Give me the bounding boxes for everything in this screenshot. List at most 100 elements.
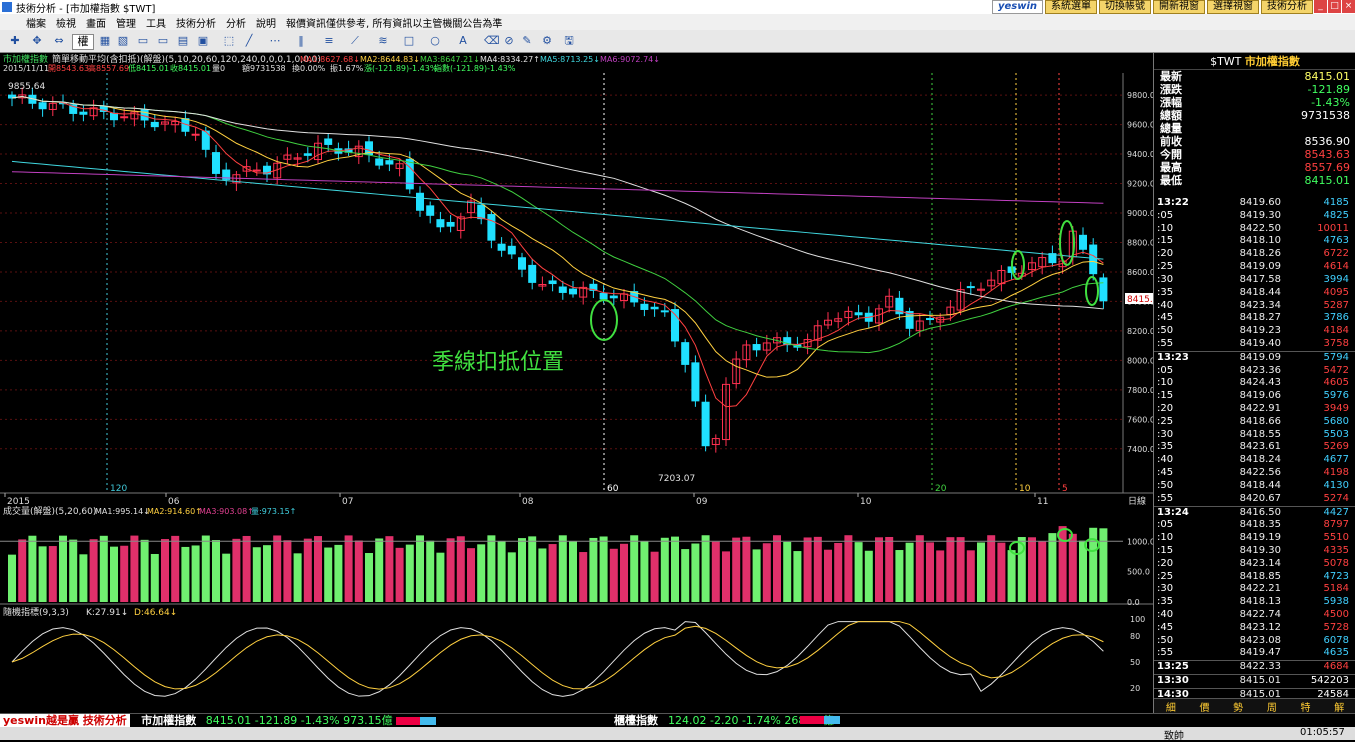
stat-value: 8557.69 — [1304, 161, 1351, 174]
save-icon[interactable]: 🖫 — [564, 34, 574, 47]
volume-bar — [507, 552, 516, 602]
quote-tab[interactable]: 細 — [1165, 703, 1176, 714]
tick-row[interactable]: :25 8419.09 4614 — [1154, 261, 1355, 274]
pen-icon[interactable]: ✎ — [522, 34, 532, 47]
menu-tools[interactable]: 工具 — [146, 18, 166, 30]
tick-row[interactable]: :45 8423.12 5728 — [1154, 622, 1355, 635]
clear-icon[interactable]: ⊘ — [504, 34, 514, 47]
grid-icon[interactable]: ▦ — [99, 34, 111, 47]
line-style-icon[interactable]: ⋯ — [269, 34, 281, 47]
quote-tab[interactable]: 解 — [1334, 703, 1345, 714]
tick-row[interactable]: :30 8418.55 5503 — [1154, 429, 1355, 442]
tick-row[interactable]: :40 8422.74 4500 — [1154, 609, 1355, 622]
menu-file[interactable]: 檔案 — [26, 18, 46, 30]
window-layout2-icon[interactable]: ▭ — [157, 34, 169, 47]
line-tool-icon[interactable]: ╱ — [245, 34, 253, 47]
tick-row[interactable]: 13:22 8419.60 4185 — [1154, 197, 1355, 210]
settings-icon[interactable]: ⚙ — [542, 34, 552, 47]
price-chart[interactable]: 市加權指數 簡單移動平均(含扣抵)(解盤)(5,10,20,60,120,240… — [0, 53, 1159, 713]
pattern-tool-icon[interactable]: ≋ — [378, 34, 388, 47]
menu-help[interactable]: 說明 — [256, 18, 276, 30]
zoom-icon[interactable]: ✚ — [10, 34, 20, 47]
tick-price: 8418.66 — [1239, 415, 1281, 427]
tick-row[interactable]: :35 8418.13 5938 — [1154, 596, 1355, 609]
volume-bar — [487, 535, 496, 602]
tick-row[interactable]: :15 8419.06 5976 — [1154, 390, 1355, 403]
fan-tool-icon[interactable]: ⟋ — [351, 34, 359, 47]
select-window-button[interactable]: 選擇視窗 — [1207, 0, 1259, 14]
mode-label[interactable]: 致帥 — [1164, 731, 1184, 742]
system-menu-button[interactable]: 系統選單 — [1045, 0, 1097, 14]
ohlc-close: 收8415.01 — [170, 63, 211, 73]
tick-row[interactable]: :45 8422.56 4198 — [1154, 467, 1355, 480]
tick-row[interactable]: :30 8422.21 5184 — [1154, 583, 1355, 596]
new-window-button[interactable]: 開新視窗 — [1153, 0, 1205, 14]
tick-row[interactable]: :40 8418.24 4677 — [1154, 454, 1355, 467]
tick-row[interactable]: :20 8422.91 3949 — [1154, 403, 1355, 416]
tick-row[interactable]: 13:25 8422.33 4684 — [1154, 660, 1355, 674]
brand-button[interactable]: yeswin — [991, 0, 1043, 14]
tick-row[interactable]: :55 8419.47 4635 — [1154, 647, 1355, 660]
crosshair-icon[interactable]: ✥ — [32, 34, 42, 47]
quote-tab[interactable]: 勢 — [1233, 703, 1244, 714]
draw-select-icon[interactable]: ⬚ — [223, 34, 235, 47]
tick-row[interactable]: :10 8422.50 10011 — [1154, 223, 1355, 236]
eraser-icon[interactable]: ⌫ — [484, 34, 500, 47]
tick-row[interactable]: :50 8423.08 6078 — [1154, 635, 1355, 648]
index2-name: 櫃檯指數 — [614, 714, 658, 727]
quote-tab[interactable]: 價 — [1199, 703, 1210, 714]
tick-row[interactable]: :25 8418.66 5680 — [1154, 416, 1355, 429]
tick-list[interactable]: 13:22 8419.60 4185:05 8419.30 4825:10 8422.50… — [1154, 197, 1355, 702]
text-tool-icon[interactable]: A — [459, 34, 467, 47]
tick-row[interactable]: :50 8418.44 4130 — [1154, 480, 1355, 493]
tick-row[interactable]: :10 8419.19 5510 — [1154, 532, 1355, 545]
tick-row[interactable]: :15 8419.30 4335 — [1154, 545, 1355, 558]
tick-row[interactable]: :10 8424.43 4605 — [1154, 377, 1355, 390]
tick-row[interactable]: 14:30 8415.01 24584 — [1154, 687, 1355, 702]
tick-row[interactable]: :20 8423.14 5078 — [1154, 558, 1355, 571]
tick-row[interactable]: 13:24 8416.50 4427 — [1154, 505, 1355, 520]
quote-tab[interactable]: 特 — [1300, 703, 1311, 714]
tick-row[interactable]: :25 8418.85 4723 — [1154, 571, 1355, 584]
tick-row[interactable]: :30 8417.58 3994 — [1154, 274, 1355, 287]
technical-analysis-button[interactable]: 技術分析 — [1261, 0, 1313, 14]
switch-account-button[interactable]: 切換帳號 — [1099, 0, 1151, 14]
volume-bar — [8, 554, 16, 602]
tick-time: :20 — [1157, 403, 1174, 414]
window-layout3-icon[interactable]: ▤ — [177, 34, 189, 47]
move-icon[interactable]: ⇔ — [54, 34, 64, 47]
tick-row[interactable]: :55 8419.40 3758 — [1154, 338, 1355, 351]
tick-row[interactable]: :05 8423.36 5472 — [1154, 365, 1355, 378]
tick-row[interactable]: 13:23 8419.09 5794 — [1154, 350, 1355, 365]
tick-row[interactable]: :45 8418.27 3786 — [1154, 312, 1355, 325]
vertical-lines-icon[interactable]: ‖ — [298, 34, 304, 47]
tick-row[interactable]: :35 8418.44 4095 — [1154, 287, 1355, 300]
minimize-icon[interactable]: _ — [1314, 0, 1327, 13]
menu-view[interactable]: 檢視 — [56, 18, 76, 30]
menu-technical-analysis[interactable]: 技術分析 — [176, 18, 216, 30]
chart-type-icon[interactable]: ▧ — [117, 34, 129, 47]
tick-row[interactable]: :20 8418.26 6722 — [1154, 248, 1355, 261]
parallel-lines-icon[interactable]: ≡ — [324, 34, 334, 47]
tick-row[interactable]: :05 8418.35 8797 — [1154, 519, 1355, 532]
tick-row[interactable]: :05 8419.30 4825 — [1154, 210, 1355, 223]
tick-row[interactable]: :40 8423.34 5287 — [1154, 300, 1355, 313]
tick-row[interactable]: :15 8418.10 4763 — [1154, 235, 1355, 248]
ellipse-tool-icon[interactable]: ○ — [430, 34, 440, 47]
kd-d-value: D:46.64↓ — [134, 608, 177, 618]
maximize-icon[interactable]: □ — [1328, 0, 1341, 13]
menu-manage[interactable]: 管理 — [116, 18, 136, 30]
rectangle-tool-icon[interactable]: □ — [403, 34, 415, 47]
tick-row[interactable]: :35 8423.61 5269 — [1154, 441, 1355, 454]
tick-row[interactable]: :50 8419.23 4184 — [1154, 325, 1355, 338]
menu-analysis[interactable]: 分析 — [226, 18, 246, 30]
tick-row[interactable]: 13:30 8415.01 542203 — [1154, 674, 1355, 688]
window-layout4-icon[interactable]: ▣ — [197, 34, 209, 47]
close-icon[interactable]: × — [1342, 0, 1355, 13]
tick-row[interactable]: :55 8420.67 5274 — [1154, 493, 1355, 506]
price-tick: 9800.0 — [1127, 91, 1153, 100]
window-layout-icon[interactable]: ▭ — [137, 34, 149, 47]
period-select[interactable]: 權 — [72, 34, 94, 50]
quote-tab[interactable]: 周 — [1266, 703, 1277, 714]
menu-screen[interactable]: 畫面 — [86, 18, 106, 30]
